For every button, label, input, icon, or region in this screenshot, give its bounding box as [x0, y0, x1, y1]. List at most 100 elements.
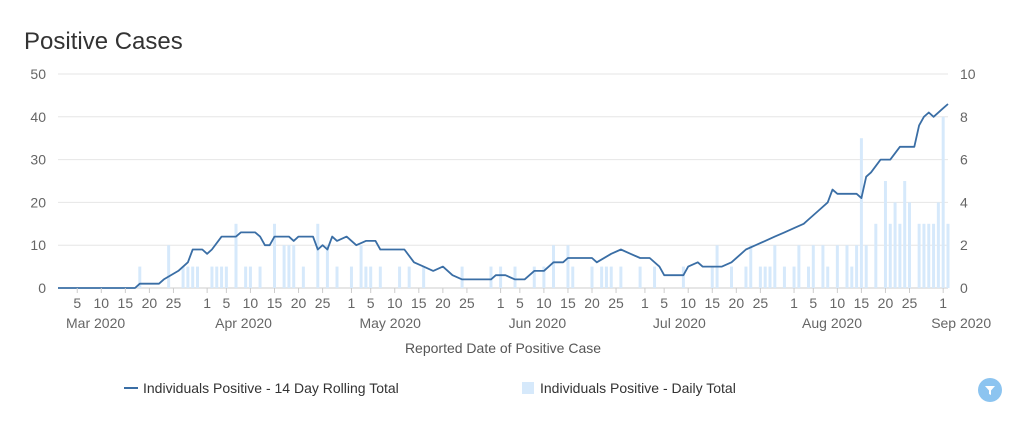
daily-bar: [681, 266, 685, 288]
daily-bar: [224, 266, 228, 288]
x-tick-label: 15: [267, 295, 283, 311]
x-tick-label: 25: [753, 295, 769, 311]
x-tick-label: 15: [118, 295, 134, 311]
x-tick-label: 25: [166, 295, 182, 311]
daily-bar: [883, 181, 887, 288]
daily-bar: [349, 266, 353, 288]
daily-bar: [782, 266, 786, 288]
daily-bar: [821, 245, 825, 288]
daily-bar: [196, 266, 200, 288]
daily-bar: [138, 266, 142, 288]
daily-bar: [234, 223, 238, 288]
daily-bar: [806, 266, 810, 288]
x-tick-label: 1: [203, 295, 211, 311]
x-tick-label: 25: [902, 295, 918, 311]
daily-bar: [489, 266, 493, 288]
daily-bar: [220, 266, 224, 288]
daily-bar: [763, 266, 767, 288]
daily-bar: [744, 266, 748, 288]
daily-bar: [369, 266, 373, 288]
y-tick-label-right: 2: [960, 237, 968, 253]
daily-bar: [927, 223, 931, 288]
daily-bar: [532, 266, 536, 288]
daily-bar: [604, 266, 608, 288]
daily-bar: [282, 245, 286, 288]
y-tick-label-left: 0: [38, 280, 46, 296]
daily-bar: [619, 266, 623, 288]
y-tick-label-left: 30: [30, 152, 46, 168]
daily-bar: [936, 202, 940, 288]
daily-bar: [590, 266, 594, 288]
daily-bar: [272, 223, 276, 288]
x-tick-label: 25: [459, 295, 475, 311]
x-month-label: Jun 2020: [509, 315, 567, 331]
daily-bar: [210, 266, 214, 288]
daily-bar: [710, 266, 714, 288]
x-tick-label: 5: [660, 295, 668, 311]
x-tick-label: 25: [315, 295, 331, 311]
daily-bar: [335, 266, 339, 288]
filter-icon: [985, 386, 995, 395]
y-tick-label-right: 8: [960, 109, 968, 125]
x-month-label: May 2020: [359, 315, 421, 331]
daily-bar: [946, 223, 950, 288]
y-tick-label-right: 0: [960, 280, 968, 296]
x-tick-label: 1: [939, 295, 947, 311]
x-tick-label: 20: [291, 295, 307, 311]
daily-bar: [874, 223, 878, 288]
daily-bar: [181, 266, 185, 288]
x-tick-label: 10: [94, 295, 110, 311]
x-month-label: Mar 2020: [66, 315, 125, 331]
daily-bar: [600, 266, 604, 288]
daily-bar: [398, 266, 402, 288]
x-tick-label: 5: [367, 295, 375, 311]
x-tick-label: 20: [435, 295, 451, 311]
daily-bar: [792, 266, 796, 288]
daily-bar: [768, 266, 772, 288]
x-tick-label: 1: [348, 295, 356, 311]
daily-bar: [638, 266, 642, 288]
y-tick-label-left: 10: [30, 237, 46, 253]
x-month-label: Jul 2020: [653, 315, 706, 331]
x-tick-label: 10: [387, 295, 403, 311]
daily-bar: [244, 266, 248, 288]
x-tick-label: 20: [729, 295, 745, 311]
legend-bar-swatch: [522, 382, 534, 394]
daily-bar: [859, 138, 863, 288]
daily-bar: [422, 266, 426, 288]
x-tick-label: 25: [608, 295, 624, 311]
x-tick-label: 5: [73, 295, 81, 311]
daily-bar: [287, 245, 291, 288]
legend-label-rolling-total: Individuals Positive - 14 Day Rolling To…: [143, 380, 399, 396]
daily-bar: [364, 266, 368, 288]
x-tick-label: 20: [584, 295, 600, 311]
daily-bar: [407, 266, 411, 288]
x-tick-label: 10: [243, 295, 259, 311]
daily-bar: [749, 245, 753, 288]
filter-button[interactable]: [978, 378, 1002, 402]
x-tick-label: 20: [878, 295, 894, 311]
y-tick-label-left: 40: [30, 109, 46, 125]
daily-bar: [552, 245, 556, 288]
daily-bar: [922, 223, 926, 288]
daily-bar: [378, 266, 382, 288]
daily-bar: [730, 266, 734, 288]
daily-bar: [499, 266, 503, 288]
daily-bar: [191, 266, 195, 288]
daily-bar: [845, 245, 849, 288]
legend-label-daily-total: Individuals Positive - Daily Total: [540, 380, 736, 396]
daily-bar: [292, 245, 296, 288]
daily-bar: [325, 245, 329, 288]
daily-bar: [186, 266, 190, 288]
x-tick-label: 20: [142, 295, 158, 311]
daily-bar: [888, 223, 892, 288]
x-month-label: Aug 2020: [802, 315, 862, 331]
daily-bar: [898, 223, 902, 288]
daily-bar: [215, 266, 219, 288]
daily-bar: [542, 266, 546, 288]
daily-bar: [301, 266, 305, 288]
daily-bar: [758, 266, 762, 288]
daily-bar: [773, 245, 777, 288]
